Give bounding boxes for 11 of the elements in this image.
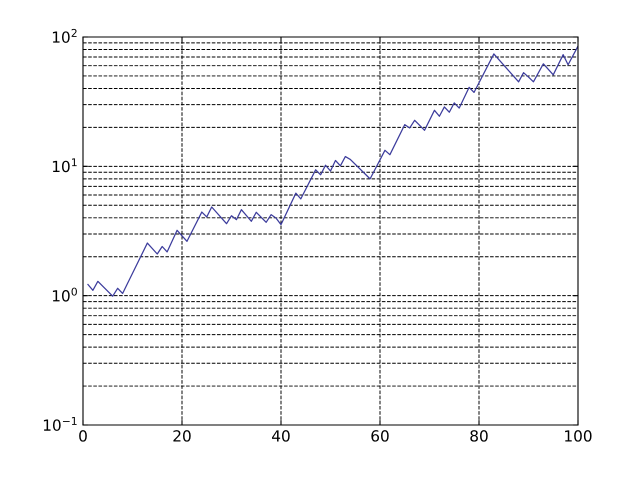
x-tick-label: 100: [565, 430, 592, 442]
y-tick-label: 10$^{0}$: [52, 288, 77, 302]
x-tick-label: 80: [470, 430, 488, 442]
x-tick-label: 0: [79, 430, 87, 442]
x-tick-label: 40: [272, 430, 290, 442]
y-tick-label: 10$^{−1}$: [44, 417, 77, 431]
x-tick-label: 20: [173, 430, 191, 442]
y-tick-label: 10$^{1}$: [52, 158, 77, 172]
x-tick-label: 60: [371, 430, 389, 442]
line-series: [87, 46, 578, 297]
y-tick-label: 10$^{2}$: [52, 28, 77, 43]
